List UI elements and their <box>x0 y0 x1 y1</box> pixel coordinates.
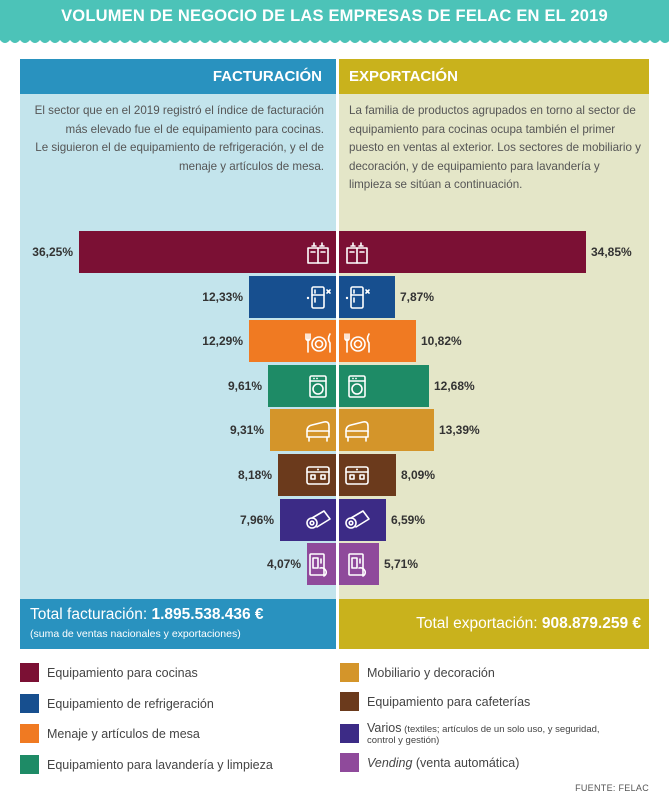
exportacion-bar <box>339 543 379 585</box>
facturacion-value-label: 8,18% <box>237 468 272 482</box>
facturacion-bar <box>268 365 336 407</box>
facturacion-bar <box>307 543 336 585</box>
total-facturacion-value: 1.895.538.436 € <box>151 606 264 623</box>
exportacion-value-label: 5,71% <box>384 557 419 571</box>
legend-label: Equipamiento para lavandería y limpieza <box>47 758 273 772</box>
total-exportacion-label: Total exportación: <box>416 615 542 632</box>
total-exportacion-value: 908.879.259 € <box>541 615 641 632</box>
exportacion-value-label: 13,39% <box>439 423 480 437</box>
vending-icon <box>343 551 371 577</box>
wavy-edge <box>0 33 669 43</box>
total-exportacion-line: Total exportación: 908.879.259 € <box>416 615 641 633</box>
legend-swatch <box>20 724 39 743</box>
legend-swatch <box>340 724 359 743</box>
facturacion-value-label: 4,07% <box>266 557 301 571</box>
facturacion-header: FACTURACIÓN <box>20 59 336 94</box>
legend-label: Equipamiento para cafeterías <box>367 695 531 709</box>
paper-roll-icon <box>304 507 332 533</box>
oven-icon <box>343 239 371 265</box>
source-note: FUENTE: FELAC <box>575 783 649 793</box>
legend-vending-note: (venta automática) <box>412 756 520 770</box>
total-facturacion-label: Total facturación: <box>30 606 152 623</box>
oven-icon <box>304 239 332 265</box>
legend-label: Mobiliario y decoración <box>367 666 495 680</box>
facturacion-bar <box>270 409 336 451</box>
washer-icon <box>343 373 371 399</box>
exportacion-value-label: 34,85% <box>591 245 632 259</box>
facturacion-value-label: 36,25% <box>32 245 73 259</box>
legend-swatch <box>20 755 39 774</box>
coffee-machine-icon <box>304 462 332 488</box>
facturacion-value-label: 9,61% <box>227 379 262 393</box>
exportacion-value-label: 10,82% <box>421 334 462 348</box>
exportacion-value-label: 12,68% <box>434 379 475 393</box>
total-facturacion-line: Total facturación: 1.895.538.436 € <box>30 606 264 624</box>
legend-label: Equipamiento para cocinas <box>47 666 198 680</box>
exportacion-bar <box>339 409 434 451</box>
sofa-icon <box>343 417 371 443</box>
coffee-machine-icon <box>343 462 371 488</box>
legend-label: Varios (textiles; artículos de un solo u… <box>367 721 600 746</box>
exportacion-bar <box>339 231 586 273</box>
facturacion-value-label: 9,31% <box>229 423 264 437</box>
exportacion-bar <box>339 276 395 318</box>
legend-swatch <box>340 692 359 711</box>
tableware-icon <box>343 328 371 354</box>
facturacion-description-p2: Le siguieron el de equipamiento de refri… <box>35 141 324 173</box>
title-band: VOLUMEN DE NEGOCIO DE LAS EMPRESAS DE FE… <box>0 0 669 43</box>
facturacion-description-p1: El sector que en el 2019 registró el índ… <box>34 104 324 136</box>
exportacion-value-label: 8,09% <box>401 468 436 482</box>
fridge-icon <box>304 284 332 310</box>
facturacion-value-label: 12,33% <box>202 290 243 304</box>
legend-swatch <box>340 663 359 682</box>
legend-varios-note-2: control y gestión) <box>367 735 440 746</box>
legend-vending-label: Vending <box>367 756 413 770</box>
fridge-icon <box>343 284 371 310</box>
total-facturacion: Total facturación: 1.895.538.436 € (suma… <box>20 599 336 649</box>
facturacion-value-label: 12,29% <box>202 334 243 348</box>
legend-label: Menaje y artículos de mesa <box>47 727 200 741</box>
exportacion-header: EXPORTACIÓN <box>339 59 649 94</box>
paper-roll-icon <box>343 507 371 533</box>
legend-swatch <box>20 663 39 682</box>
sofa-icon <box>304 417 332 443</box>
facturacion-value-label: 7,96% <box>239 513 274 527</box>
facturacion-bar <box>79 231 336 273</box>
exportacion-value-label: 7,87% <box>400 290 435 304</box>
legend-label: Vending (venta automática) <box>367 756 519 770</box>
washer-icon <box>304 373 332 399</box>
tableware-icon <box>304 328 332 354</box>
legend-label: Equipamiento de refrigeración <box>47 697 214 711</box>
facturacion-description: El sector que en el 2019 registró el índ… <box>34 102 324 176</box>
vending-icon <box>304 551 332 577</box>
exportacion-description: La familia de productos agrupados en tor… <box>349 104 641 191</box>
page-title: VOLUMEN DE NEGOCIO DE LAS EMPRESAS DE FE… <box>61 7 608 25</box>
legend-swatch <box>20 694 39 713</box>
legend-varios-label: Varios <box>367 721 402 735</box>
exportacion-value-label: 6,59% <box>391 513 426 527</box>
total-facturacion-note: (suma de ventas nacionales y exportacion… <box>30 628 241 640</box>
legend-varios-note: (textiles; artículos de un solo uso, y s… <box>401 724 600 735</box>
facturacion-bar <box>249 276 336 318</box>
legend-swatch <box>340 753 359 772</box>
total-exportacion: Total exportación: 908.879.259 € <box>339 599 649 649</box>
